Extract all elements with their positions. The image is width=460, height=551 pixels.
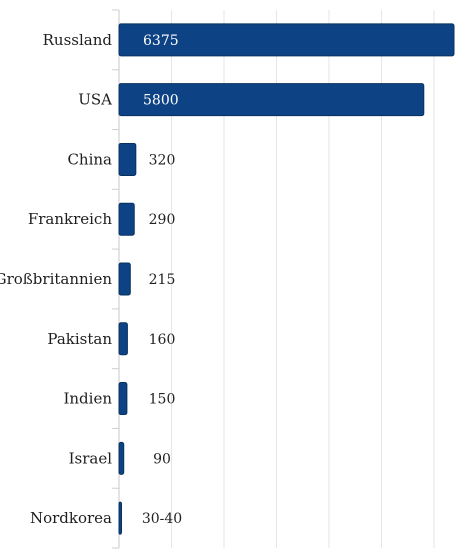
value-label: 160 <box>149 332 176 348</box>
bar-china <box>118 142 137 176</box>
category-label: USA <box>78 91 112 109</box>
category-label: Pakistan <box>47 330 112 348</box>
value-label: 215 <box>149 272 176 288</box>
category-label: Großbritannien <box>0 270 112 288</box>
category-label: Israel <box>69 449 113 467</box>
bar-nordkorea <box>118 501 122 535</box>
value-label: 6375 <box>143 33 179 49</box>
tick-layer <box>112 9 119 549</box>
bars-layer <box>118 23 455 535</box>
value-label: 30-40 <box>142 511 182 527</box>
bar-frankreich <box>118 202 135 236</box>
bar-pakistan <box>118 322 128 356</box>
category-label: Russland <box>43 31 113 49</box>
bar-israel <box>118 441 125 475</box>
bar-indien <box>118 382 128 416</box>
bar-usa <box>118 83 425 117</box>
bar-großbritannien <box>118 262 131 296</box>
labels-layer: Russland 6375 USA 5800 China 320 Frankreich 290… <box>0 31 182 527</box>
category-label: China <box>67 150 112 168</box>
category-label: Frankreich <box>28 210 113 228</box>
bar-russland <box>118 23 455 57</box>
value-label: 150 <box>149 392 176 408</box>
category-label: Nordkorea <box>30 509 112 527</box>
category-label: Indien <box>63 390 112 408</box>
value-label: 90 <box>153 451 171 467</box>
value-label: 5800 <box>143 93 179 109</box>
value-label: 320 <box>149 152 176 168</box>
value-label: 290 <box>149 212 176 228</box>
